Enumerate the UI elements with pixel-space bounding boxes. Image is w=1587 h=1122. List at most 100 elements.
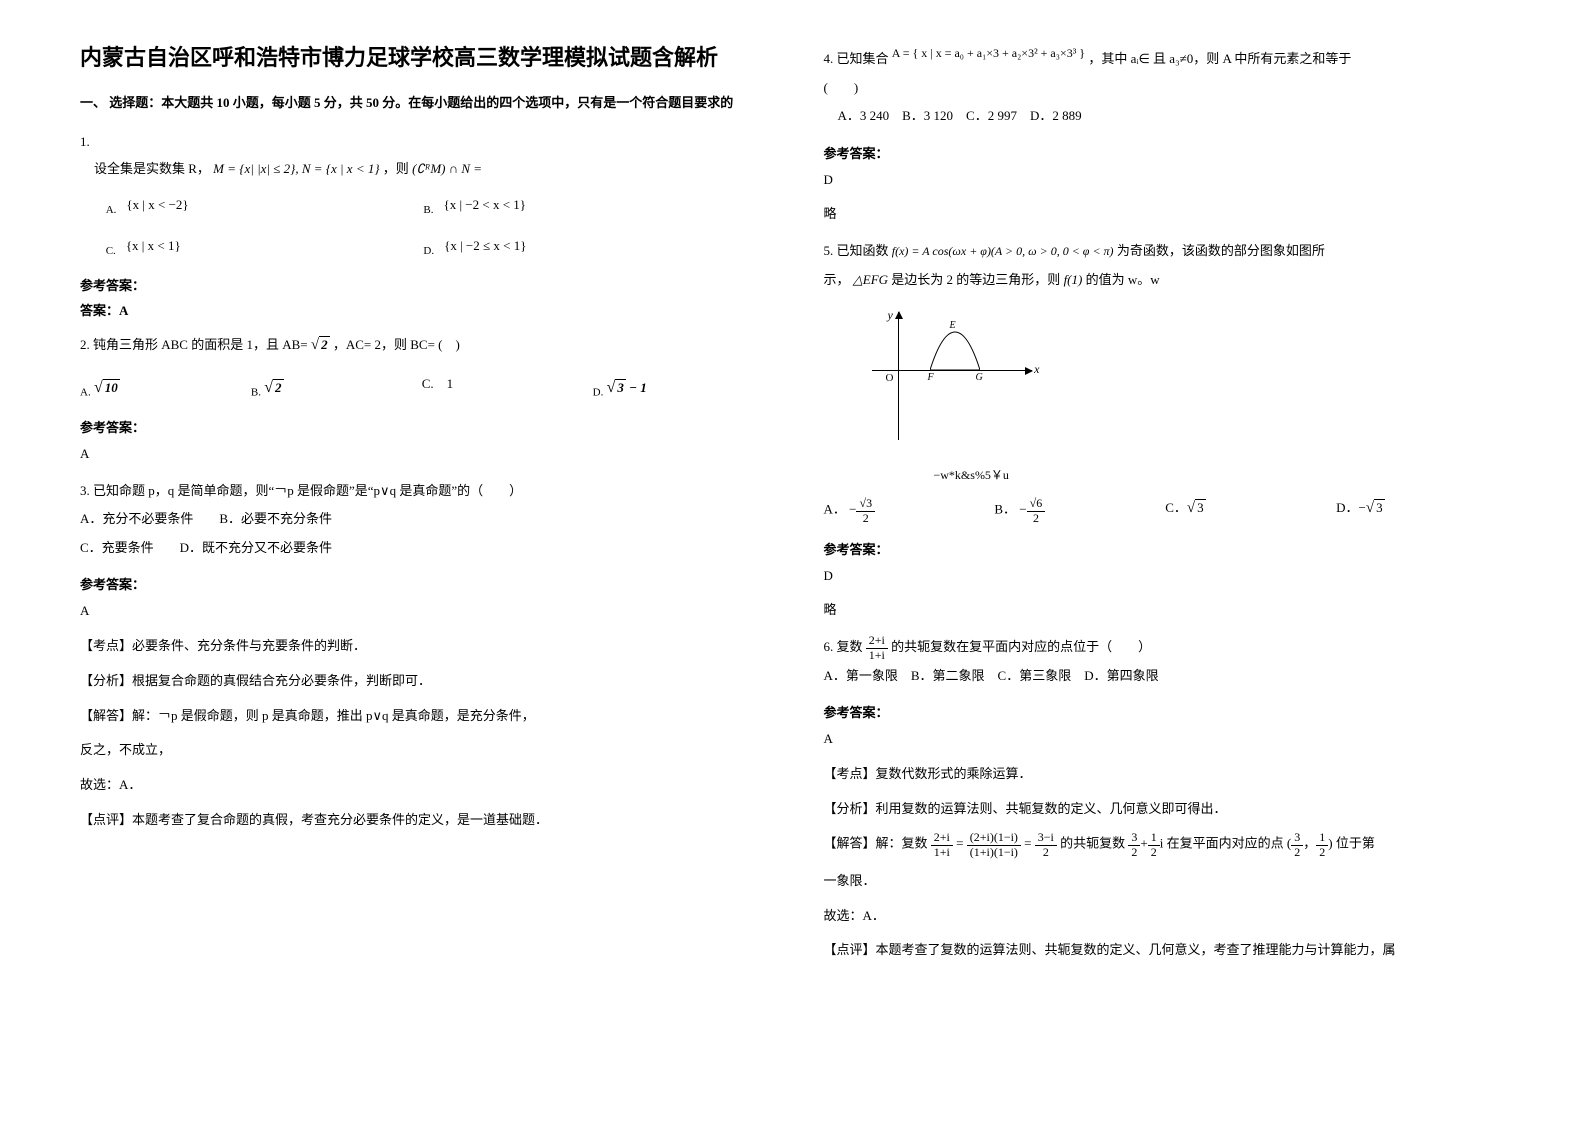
sqrt3-d: 3 — [1374, 499, 1385, 515]
q5-line2c: 的值为 w。w — [1086, 272, 1160, 287]
eq1: = — [956, 836, 963, 851]
q6-kaodian-lbl: 【考点】 — [824, 766, 876, 781]
q4-answer: D — [824, 168, 1508, 193]
q3-kaodian-txt: 必要条件、充分条件与充要条件的判断． — [132, 638, 366, 653]
q5-D-lbl: D． — [1336, 500, 1358, 515]
q6-num-frac: 2+i — [866, 634, 888, 648]
q3-jieda1-txt: 解：￢p 是假命题，则 p 是真命题，推出 p∨q 是真命题，是充分条件， — [132, 708, 535, 723]
q4-opts: A．3 240 B．3 120 C．2 997 D．2 889 — [838, 102, 1508, 131]
q6-jieda-mid2: 在复平面内对应的点 — [1167, 836, 1284, 851]
q5-C-lbl: C． — [1165, 500, 1187, 515]
q5-mid: 为奇函数，该函数的部分图象如图所 — [1117, 243, 1325, 258]
q3-fenxi-lbl: 【分析】 — [80, 673, 132, 688]
triangle-efg — [930, 328, 980, 372]
q5-line2b: 是边长为 2 的等边三角形，则 — [891, 272, 1060, 287]
pyn: 1 — [1316, 831, 1328, 845]
q5-B-lbl: B． — [994, 502, 1016, 517]
q2-answer: A — [80, 442, 764, 467]
sqrt3-c: 3 — [1195, 499, 1206, 515]
q5-answer: D — [824, 564, 1508, 589]
q5-f1: f(1) — [1064, 272, 1083, 287]
rin: 1 — [1148, 831, 1160, 845]
q2-A-lbl: A. — [80, 386, 91, 398]
q6-answer-label: 参考答案： — [824, 702, 1508, 721]
q5-A-lbl: A． — [824, 502, 846, 517]
q1-num: 1. — [80, 128, 764, 157]
q5-answer-label: 参考答案： — [824, 539, 1508, 558]
q5-A: A． −√32 — [824, 497, 995, 524]
q1-formula2: (∁ᴿM) ∩ N = — [412, 161, 482, 176]
q6-kaodian-txt: 复数代数形式的乘除运算． — [876, 766, 1032, 781]
q1-formula: M = {x| |x| ≤ 2}, N = {x | x < 1} — [213, 161, 379, 176]
q1-D-lbl: D. — [423, 245, 434, 257]
q3-answer: A — [80, 599, 764, 624]
q3-fenxi: 【分析】根据复合命题的真假结合充分必要条件，判断即可． — [80, 669, 764, 694]
origin-label: O — [886, 372, 894, 384]
q6-dianping-lbl: 【点评】 — [824, 942, 876, 957]
q5-opts: A． −√32 B． −√62 C．√3 D．−√3 — [824, 497, 1508, 524]
q3-answer-label: 参考答案： — [80, 574, 764, 593]
q3-dianping-txt: 本题考查了复合命题的真假，考查充分必要条件的定义，是一道基础题． — [132, 812, 548, 827]
q5-line2: 示， △EFG 是边长为 2 的等边三角形，则 f(1) 的值为 w。w — [824, 266, 1508, 295]
q6-jieda3: 故选：A． — [824, 904, 1508, 929]
G-label: G — [976, 372, 983, 383]
q4-paren: ( ) — [824, 74, 1508, 103]
question-3: 3. 已知命题 p，q 是简单命题，则“￢p 是假命题”是“p∨q 是真命题”的… — [80, 477, 764, 563]
F-label: F — [928, 372, 934, 383]
q2-D-lbl: D. — [593, 386, 604, 398]
q6-fenxi-txt: 利用复数的运算法则、共轭复数的定义、几何意义即可得出． — [876, 801, 1227, 816]
den2-a: 2 — [856, 512, 875, 525]
q3-jieda3: 故选：A． — [80, 773, 764, 798]
q6-fenxi: 【分析】利用复数的运算法则、共轭复数的定义、几何意义即可得出． — [824, 797, 1508, 822]
q2-num: 2. — [80, 337, 90, 352]
left-column: 内蒙古自治区呼和浩特市博力足球学校高三数学理模拟试题含解析 一、 选择题：本大题… — [50, 40, 794, 1082]
q2-B-lbl: B. — [251, 386, 261, 398]
q1-B-lbl: B. — [423, 204, 433, 216]
q2-opts: A. √10 B. √2 C. 1 D. √3 − 1 — [80, 370, 764, 405]
q3-optAB: A．充分不必要条件 B．必要不充分条件 — [80, 505, 764, 534]
q6-prefix: 复数 — [837, 639, 863, 654]
q6-jieda-mid: 的共轭复数 — [1060, 836, 1125, 851]
y-label: y — [888, 308, 893, 323]
q2-stem: 钝角三角形 ABC 的面积是 1，且 AB= — [93, 337, 308, 352]
q1-B: {x | −2 < x < 1} — [443, 197, 526, 212]
q6-jieda-lbl: 【解答】 — [824, 836, 876, 851]
q1-opts-row2: C. {x | x < 1} D. {x | −2 ≤ x < 1} — [80, 232, 764, 263]
q1-stem: 设全集是实数集 R， M = {x| |x| ≤ 2}, N = {x | x … — [94, 157, 764, 182]
q1-C: {x | x < 1} — [126, 238, 181, 253]
q3-jieda1: 【解答】解：￢p 是假命题，则 p 是真命题，推出 p∨q 是真命题，是充分条件… — [80, 704, 764, 729]
right-column: 4. 已知集合 A = { x | x = a₀ + a₁×3 + a₂×3² … — [794, 40, 1538, 1082]
q4-answer-label: 参考答案： — [824, 143, 1508, 162]
q6-kaodian: 【考点】复数代数形式的乘除运算． — [824, 762, 1508, 787]
pxn: 3 — [1291, 831, 1303, 845]
q5-tri: △EFG — [853, 272, 888, 287]
q3-num: 3. — [80, 483, 90, 498]
ptc: ， — [1303, 836, 1316, 851]
q3-dianping: 【点评】本题考查了复合命题的真假，考查充分必要条件的定义，是一道基础题． — [80, 808, 764, 833]
q1-answer-label: 参考答案： — [80, 275, 764, 294]
s1d: 1+i — [931, 846, 953, 859]
question-6: 6. 复数 2+i1+i 的共轭复数在复平面内对应的点位于（ ） A．第一象限 … — [824, 633, 1508, 690]
q6-jieda2: 一象限． — [824, 869, 1508, 894]
q3-optCD: C．充要条件 D．既不充分又不必要条件 — [80, 534, 764, 563]
q3-jieda2: 反之，不成立， — [80, 738, 764, 763]
rid: 2 — [1148, 846, 1160, 859]
q1-stem-suffix: ，则 — [383, 161, 409, 176]
q6-jieda-suffix: 位于第 — [1336, 836, 1375, 851]
q6-jieda-prefix: 解：复数 — [876, 836, 928, 851]
question-5: 5. 已知函数 f(x) = A cos(ωx + φ)(A > 0, ω > … — [824, 237, 1508, 294]
q6-opts: A．第一象限 B．第二象限 C．第三象限 D．第四象限 — [824, 662, 1508, 691]
q5-lue: 略 — [824, 598, 1508, 623]
s3d: 2 — [1035, 846, 1057, 859]
q1-A-lbl: A. — [106, 204, 117, 216]
q4-lue: 略 — [824, 202, 1508, 227]
rrd: 2 — [1128, 846, 1140, 859]
q6-den-frac: 1+i — [866, 649, 888, 662]
q5-formula: f(x) = A cos(ωx + φ)(A > 0, ω > 0, 0 < φ… — [892, 244, 1114, 258]
q5-note: −w*k&s%5￥u — [934, 466, 1508, 483]
q3-kaodian: 【考点】必要条件、充分条件与充要条件的判断． — [80, 634, 764, 659]
sqrt6-b: 6 — [1036, 496, 1042, 510]
q1-C-lbl: C. — [106, 245, 116, 257]
q3-kaodian-lbl: 【考点】 — [80, 638, 132, 653]
q1-D: {x | −2 ≤ x < 1} — [444, 238, 526, 253]
